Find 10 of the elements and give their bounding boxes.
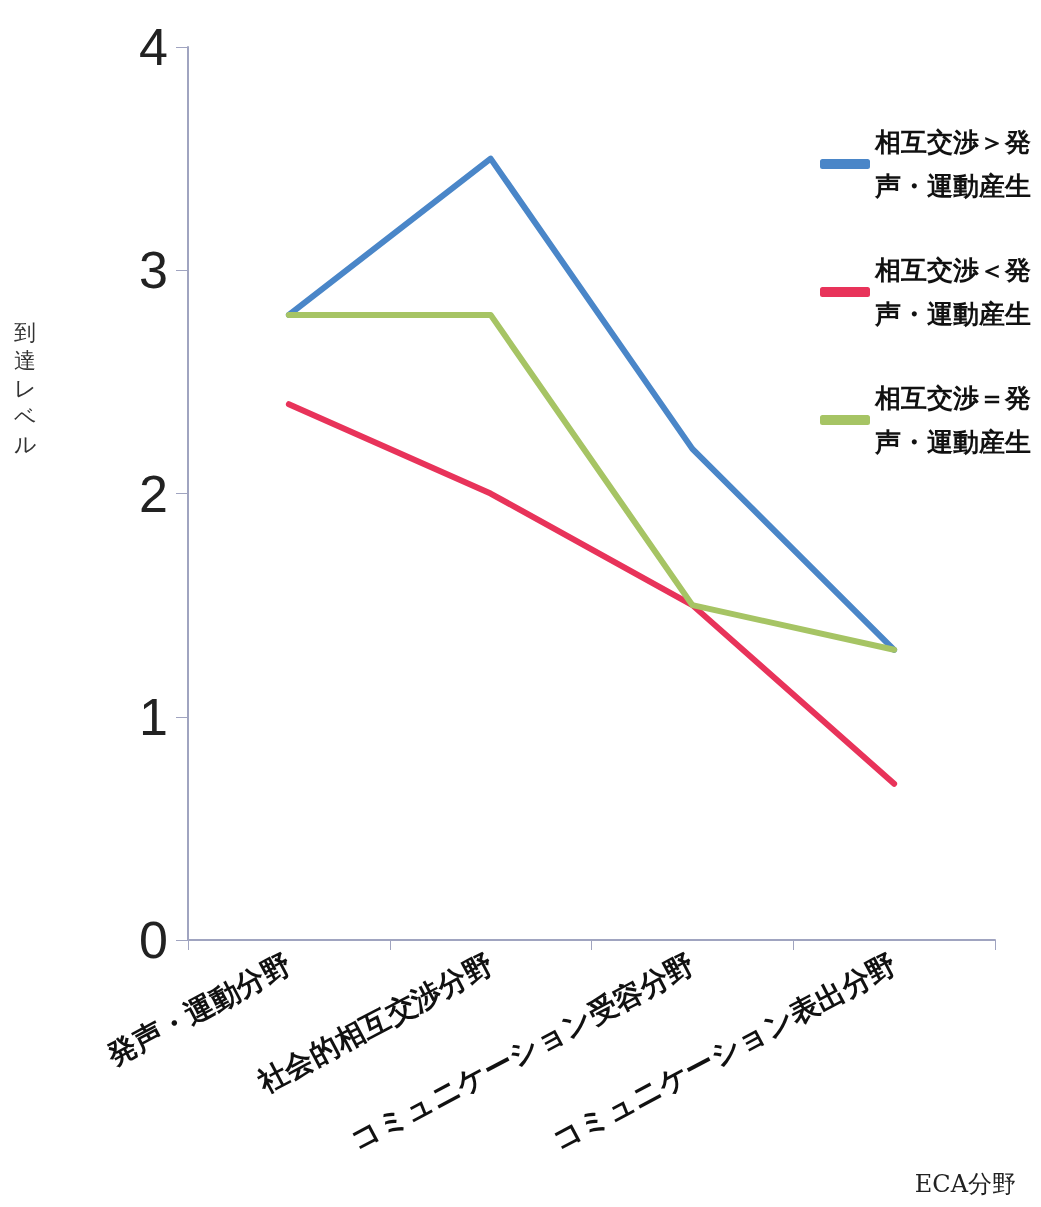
- y-tick-label: 4: [139, 18, 168, 76]
- y-tick-label: 3: [139, 241, 168, 300]
- legend-label: 相互交渉＝発声・運動産生: [874, 383, 1031, 457]
- y-tick-label: 2: [139, 464, 168, 523]
- y-axis-title: 到達レベル: [14, 319, 37, 457]
- legend-label: 相互交渉＞発声・運動産生: [874, 127, 1031, 201]
- legend-label: 相互交渉＜発声・運動産生: [874, 255, 1031, 329]
- y-tick-label: 1: [139, 687, 168, 746]
- y-tick-label: 0: [139, 911, 168, 969]
- x-axis-title: ECA分野: [914, 1170, 1016, 1198]
